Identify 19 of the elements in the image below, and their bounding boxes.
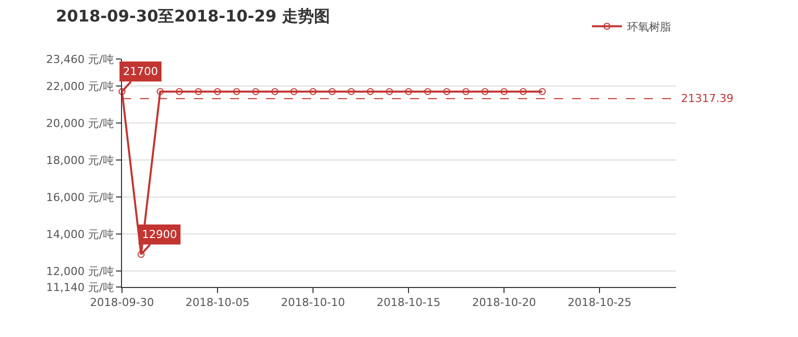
y-tick-label: 12,000 元/吨 <box>46 264 114 278</box>
legend-label: 环氧树脂 <box>627 20 671 34</box>
y-tick-label: 11,140 元/吨 <box>46 280 114 294</box>
y-tick-label: 18,000 元/吨 <box>46 154 114 167</box>
x-tick-label: 2018-09-30 <box>90 296 154 310</box>
y-tick-label: 22,000 元/吨 <box>46 80 114 93</box>
x-tick-label: 2018-10-05 <box>186 296 250 310</box>
x-tick-label: 2018-10-20 <box>472 296 536 310</box>
y-tick-label: 23,460 元/吨 <box>46 52 114 66</box>
x-tick-label: 2018-10-10 <box>281 296 345 310</box>
x-tick-label: 2018-10-15 <box>376 296 441 310</box>
x-tick-label: 2018-10-25 <box>568 296 632 310</box>
y-tick-label: 14,000 元/吨 <box>46 228 114 241</box>
y-tick-label: 16,000 元/吨 <box>46 190 114 204</box>
annotation: 21700 <box>123 65 158 78</box>
ref-line-label: 21317.39 <box>681 92 734 105</box>
annotation: 12900 <box>142 228 177 241</box>
y-tick-label: 20,000 元/吨 <box>46 116 114 130</box>
chart-title: 2018-09-30至2018-10-29 走势图 <box>56 6 330 26</box>
